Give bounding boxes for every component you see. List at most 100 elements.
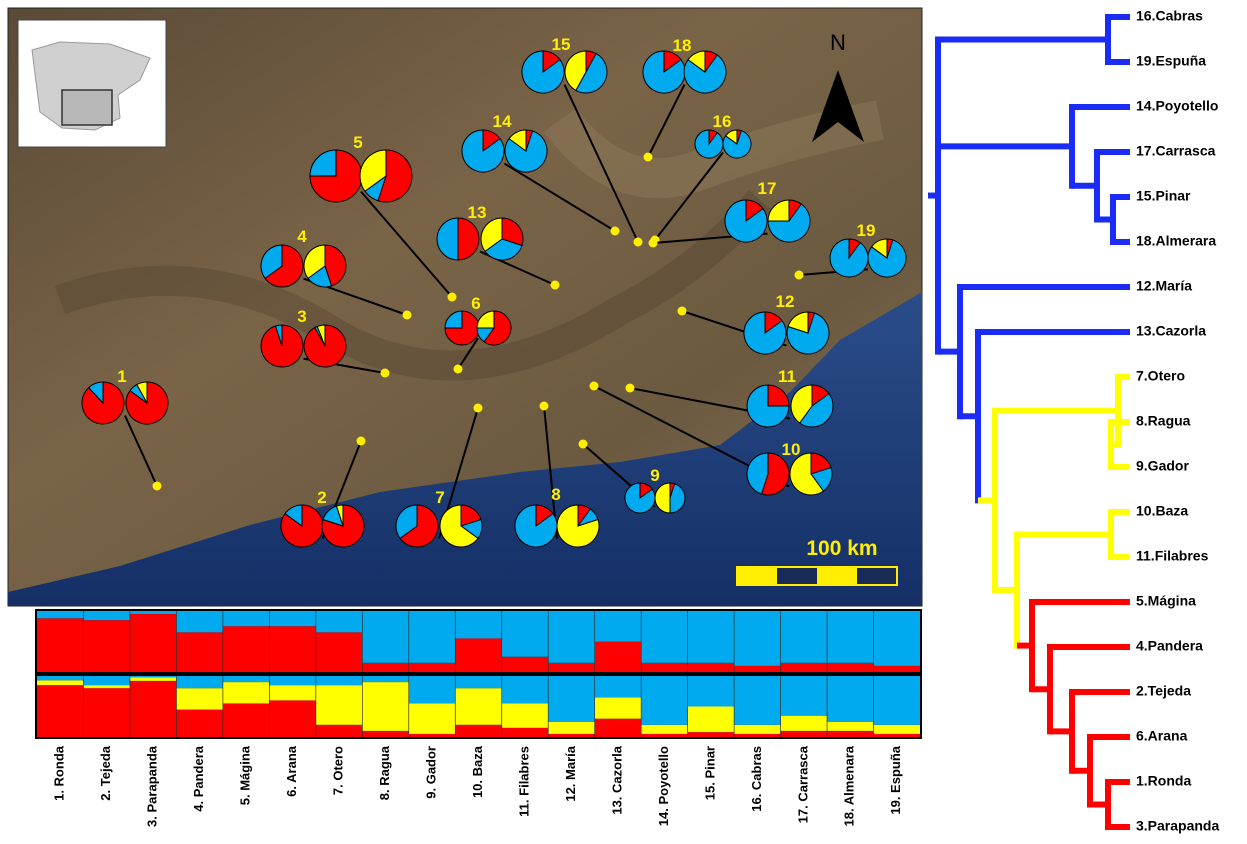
population-label: 8. Ragua	[377, 745, 392, 800]
ancestry-bar	[874, 666, 920, 672]
ancestry-bar	[781, 676, 827, 716]
population-label: 3. Parapanda	[145, 745, 160, 827]
ancestry-bar	[316, 676, 362, 685]
tip-label: 11.Filabres	[1136, 548, 1209, 564]
ancestry-bar	[223, 611, 269, 626]
site-dot	[626, 384, 635, 393]
north-label: N	[830, 30, 846, 55]
ancestry-bar	[316, 611, 362, 632]
ancestry-bar	[316, 685, 362, 725]
site-dot	[579, 440, 588, 449]
ancestry-bar	[130, 677, 176, 681]
ancestry-bar	[874, 734, 920, 737]
population-label: 4. Pandera	[191, 745, 206, 812]
ancestry-bar	[641, 734, 687, 737]
site-dot	[474, 404, 483, 413]
site-label: 6	[471, 294, 480, 313]
ancestry-bar	[362, 682, 408, 731]
tip-label: 13.Cazorla	[1136, 323, 1206, 339]
ancestry-bar	[269, 700, 315, 737]
ancestry-bar	[223, 682, 269, 703]
ancestry-bar	[874, 611, 920, 666]
ancestry-bar	[362, 663, 408, 672]
site-label: 3	[297, 307, 306, 326]
ancestry-bar	[595, 611, 641, 642]
ancestry-bar	[269, 685, 315, 700]
population-label: 1. Ronda	[52, 745, 67, 801]
ancestry-bar	[37, 618, 83, 672]
site-label: 2	[317, 488, 326, 507]
site-dot	[454, 365, 463, 374]
population-label: 9. Gador	[423, 746, 438, 799]
ancestry-bar	[548, 663, 594, 672]
population-label: 14. Poyotello	[656, 746, 671, 826]
ancestry-bar	[781, 731, 827, 737]
population-label: 10. Baza	[470, 745, 485, 798]
ancestry-bar	[734, 734, 780, 737]
population-label: 2. Tejeda	[98, 745, 113, 800]
ancestry-bar	[781, 611, 827, 663]
site-label: 15	[552, 35, 571, 54]
site-label: 5	[353, 133, 362, 152]
site-dot	[634, 238, 643, 247]
site-label: 19	[857, 221, 876, 240]
ancestry-bar	[548, 611, 594, 663]
ancestry-bar	[641, 663, 687, 672]
population-label: 11. Filabres	[516, 746, 531, 817]
ancestry-bar	[595, 697, 641, 718]
ancestry-bar	[223, 626, 269, 672]
site-dot	[357, 437, 366, 446]
ancestry-bar	[502, 703, 548, 727]
ancestry-bar	[176, 632, 222, 672]
site-label: 18	[673, 36, 692, 55]
ancestry-bar	[176, 688, 222, 709]
ancestry-bar	[502, 676, 548, 703]
tip-label: 1.Ronda	[1136, 773, 1191, 789]
tip-label: 7.Otero	[1136, 368, 1185, 384]
site-label: 4	[297, 227, 307, 246]
ancestry-bar	[874, 725, 920, 734]
site-label: 11	[778, 367, 796, 386]
tip-label: 5.Mágina	[1136, 593, 1196, 609]
ancestry-bar	[83, 685, 129, 688]
site-label: 17	[758, 179, 777, 198]
ancestry-bar	[409, 663, 455, 672]
ancestry-bar	[269, 611, 315, 626]
structure-plot: 1. Ronda2. Tejeda3. Parapanda4. Pandera5…	[35, 609, 922, 827]
site-dot	[644, 153, 653, 162]
ancestry-bar	[688, 707, 734, 733]
ancestry-bar	[83, 620, 129, 672]
ancestry-bar	[269, 626, 315, 672]
tree: 16.Cabras19.Espuña14.Poyotello17.Carrasc…	[928, 8, 1219, 834]
pie-slice	[695, 130, 723, 158]
site-label: 9	[650, 466, 659, 485]
site-label: 8	[551, 485, 560, 504]
ancestry-bar	[37, 685, 83, 737]
ancestry-bar	[362, 731, 408, 737]
ancestry-bar	[316, 725, 362, 737]
scale-segment	[737, 567, 777, 585]
scale-segment	[777, 567, 817, 585]
tip-label: 4.Pandera	[1136, 638, 1203, 654]
population-label: 15. Pinar	[702, 746, 717, 800]
ancestry-bar	[548, 734, 594, 737]
population-label: 13. Cazorla	[609, 745, 624, 814]
ancestry-bar	[269, 676, 315, 685]
site-dot	[153, 482, 162, 491]
tip-label: 2.Tejeda	[1136, 683, 1191, 699]
ancestry-bar	[502, 657, 548, 672]
ancestry-bar	[37, 676, 83, 680]
inset-map	[18, 20, 166, 147]
population-label: 18. Almenara	[842, 745, 857, 826]
ancestry-bar	[362, 611, 408, 663]
tip-label: 19.Espuña	[1136, 53, 1206, 69]
ancestry-bar	[455, 725, 501, 737]
site-label: 1	[117, 367, 126, 386]
ancestry-bar	[130, 611, 176, 614]
ancestry-bar	[455, 688, 501, 725]
ancestry-bar	[455, 676, 501, 688]
ancestry-bar	[130, 676, 176, 677]
tip-label: 16.Cabras	[1136, 8, 1203, 24]
ancestry-bar	[409, 611, 455, 663]
ancestry-bar	[595, 719, 641, 737]
